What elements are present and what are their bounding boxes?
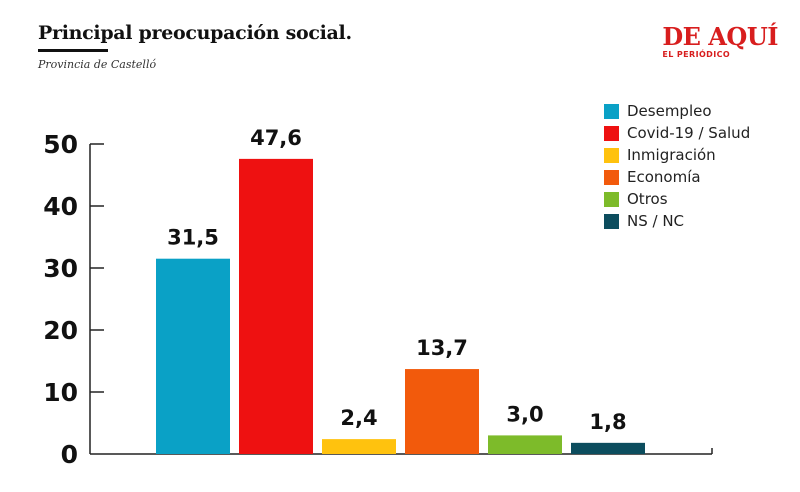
chart-title: Principal preocupación social. [38, 22, 352, 44]
legend-item: Covid-19 / Salud [604, 122, 750, 144]
brand-logo: DE AQUÍ EL PERIÓDICO [662, 22, 778, 60]
brand-subtitle: EL PERIÓDICO [662, 50, 731, 59]
bar-value-label: 13,7 [416, 336, 468, 360]
bar-value-label: 47,6 [250, 126, 302, 150]
brand-name: DE AQUÍ [662, 22, 778, 51]
y-tick-label: 40 [43, 192, 78, 221]
legend-swatch [604, 213, 619, 229]
chart-legend: Desempleo Covid-19 / Salud Inmigración Econ… [604, 100, 750, 232]
bar [239, 158, 313, 454]
bar [488, 435, 562, 454]
chart-subtitle: Provincia de Castelló [38, 58, 157, 71]
bar-value-label: 3,0 [506, 402, 543, 426]
legend-label: Economía [627, 168, 701, 186]
legend-item: Desempleo [604, 100, 750, 122]
y-tick-label: 50 [43, 130, 78, 159]
legend-swatch [604, 169, 619, 185]
bar [571, 442, 645, 454]
bar-value-label: 1,8 [589, 410, 626, 434]
legend-label: NS / NC [627, 212, 685, 230]
legend-item: Otros [604, 188, 750, 210]
legend-label: Otros [627, 190, 668, 208]
legend-item: Economía [604, 166, 750, 188]
bar-value-label: 2,4 [340, 406, 377, 430]
y-tick-label: 20 [43, 316, 78, 345]
legend-swatch [604, 191, 619, 207]
y-tick-label: 30 [43, 254, 78, 283]
legend-label: Covid-19 / Salud [627, 124, 751, 142]
bar [405, 369, 479, 454]
legend-swatch [604, 147, 619, 163]
legend-label: Inmigración [627, 146, 716, 164]
bar-value-label: 31,5 [167, 226, 219, 250]
bar [322, 439, 396, 454]
y-tick-label: 10 [43, 378, 78, 407]
title-underline [38, 49, 108, 52]
legend-item: NS / NC [604, 210, 750, 232]
y-tick-label: 0 [61, 440, 78, 469]
legend-label: Desempleo [627, 102, 712, 120]
legend-swatch [604, 103, 619, 119]
bar [156, 258, 230, 454]
legend-swatch [604, 125, 619, 141]
legend-item: Inmigración [604, 144, 750, 166]
